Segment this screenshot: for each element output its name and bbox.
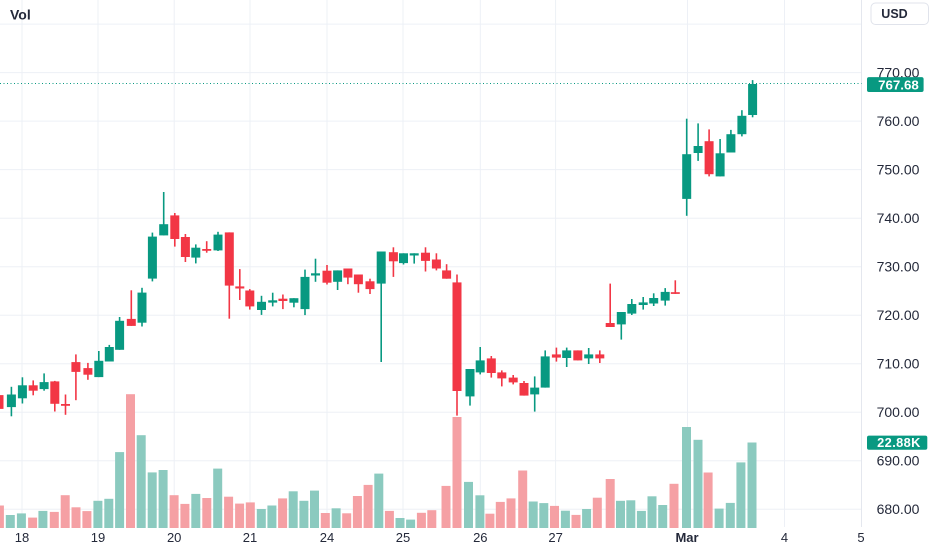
svg-text:5: 5 bbox=[857, 530, 864, 545]
svg-text:740.00: 740.00 bbox=[877, 210, 920, 226]
svg-text:26: 26 bbox=[473, 530, 487, 545]
svg-text:20: 20 bbox=[167, 530, 181, 545]
svg-text:770.00: 770.00 bbox=[877, 64, 920, 80]
svg-text:19: 19 bbox=[91, 530, 105, 545]
svg-text:27: 27 bbox=[548, 530, 562, 545]
svg-text:21: 21 bbox=[243, 530, 257, 545]
svg-text:25: 25 bbox=[396, 530, 410, 545]
svg-text:680.00: 680.00 bbox=[877, 501, 920, 517]
svg-text:710.00: 710.00 bbox=[877, 355, 920, 371]
svg-text:767.68: 767.68 bbox=[878, 78, 919, 93]
svg-text:Vol: Vol bbox=[10, 7, 31, 23]
svg-text:730.00: 730.00 bbox=[877, 258, 920, 274]
svg-text:700.00: 700.00 bbox=[877, 404, 920, 420]
svg-text:Mar: Mar bbox=[675, 530, 698, 545]
svg-text:720.00: 720.00 bbox=[877, 307, 920, 323]
svg-text:690.00: 690.00 bbox=[877, 452, 920, 468]
svg-text:USD: USD bbox=[881, 7, 907, 21]
svg-text:24: 24 bbox=[320, 530, 334, 545]
svg-text:760.00: 760.00 bbox=[877, 113, 920, 129]
svg-text:22.88K: 22.88K bbox=[877, 435, 921, 450]
svg-text:4: 4 bbox=[781, 530, 788, 545]
svg-text:18: 18 bbox=[15, 530, 29, 545]
svg-text:750.00: 750.00 bbox=[877, 161, 920, 177]
